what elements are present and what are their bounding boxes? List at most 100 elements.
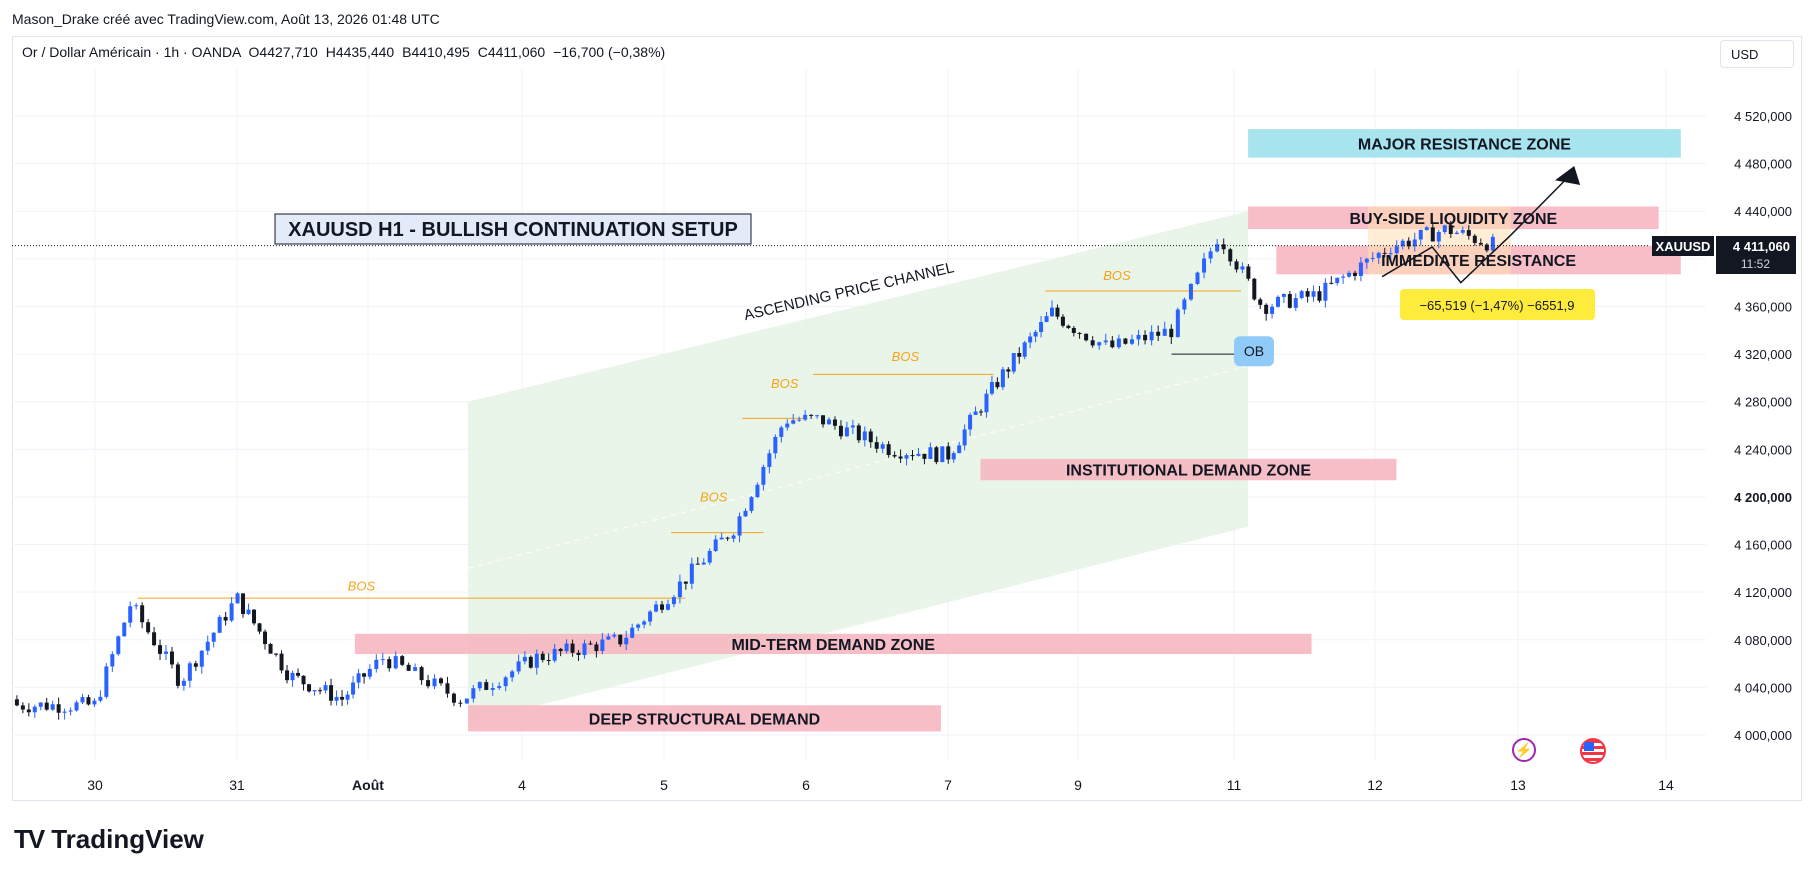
candle-body bbox=[38, 702, 43, 707]
y-tick-label: 4 160,000 bbox=[1734, 538, 1792, 553]
candle-body bbox=[1221, 244, 1226, 250]
candle-body bbox=[962, 429, 967, 446]
candle-body bbox=[868, 431, 873, 443]
candle-body bbox=[749, 497, 754, 511]
price-tag-countdown: 11:52 bbox=[1741, 257, 1770, 271]
candle-body bbox=[1039, 321, 1044, 333]
candle-body bbox=[217, 616, 222, 633]
candle-body bbox=[351, 682, 356, 695]
candle-body bbox=[458, 702, 463, 704]
x-tick-label: 12 bbox=[1367, 777, 1383, 793]
candle-body bbox=[1418, 229, 1423, 240]
candle-body bbox=[743, 510, 748, 517]
candle-body bbox=[821, 415, 826, 425]
candle-body bbox=[419, 667, 424, 681]
currency-button[interactable]: USD bbox=[1720, 40, 1794, 68]
candle-body bbox=[576, 652, 581, 656]
candle-body bbox=[1123, 338, 1128, 344]
candle-body bbox=[725, 537, 730, 539]
candle-body bbox=[104, 666, 109, 697]
candle-body bbox=[1050, 307, 1054, 317]
bos-label: BOS bbox=[771, 376, 799, 391]
candle-body bbox=[600, 639, 605, 651]
candle-body bbox=[606, 636, 611, 640]
candle-body bbox=[1370, 257, 1375, 259]
candle-body bbox=[701, 562, 706, 565]
candle-body bbox=[815, 415, 820, 417]
candle-body bbox=[892, 455, 897, 457]
candle-body bbox=[1258, 299, 1263, 305]
candle-body bbox=[832, 419, 837, 426]
candle-body bbox=[1317, 291, 1322, 301]
candle-body bbox=[1472, 235, 1477, 243]
candle-body bbox=[1215, 244, 1220, 252]
candle-body bbox=[683, 581, 688, 584]
candle-body bbox=[922, 453, 927, 459]
candle-body bbox=[1490, 236, 1495, 251]
candle-body bbox=[850, 425, 855, 428]
candle-body bbox=[510, 671, 515, 678]
candle-body bbox=[252, 609, 257, 624]
candle-body bbox=[636, 624, 641, 628]
low-value: B4410,495 bbox=[402, 44, 470, 60]
ob-box bbox=[1234, 336, 1274, 367]
candle-body bbox=[356, 673, 361, 683]
x-tick-label: 11 bbox=[1227, 777, 1242, 793]
candle-body bbox=[528, 656, 533, 668]
open-value: O4427,710 bbox=[248, 44, 318, 60]
candle-body bbox=[1305, 291, 1310, 297]
candle-body bbox=[803, 414, 808, 420]
candle-body bbox=[785, 423, 790, 428]
candle-body bbox=[1060, 316, 1065, 326]
candle-body bbox=[968, 414, 973, 430]
candle-body bbox=[989, 382, 994, 394]
candle-body bbox=[1011, 353, 1016, 372]
candle-body bbox=[1116, 338, 1121, 348]
us-flag-icon[interactable] bbox=[1580, 738, 1606, 764]
y-tick-label: 4 200,000 bbox=[1734, 490, 1792, 505]
candle-body bbox=[880, 444, 885, 449]
candle-body bbox=[193, 663, 198, 667]
candle-body bbox=[62, 711, 67, 713]
candle-body bbox=[1358, 262, 1363, 276]
candle-body bbox=[1055, 307, 1060, 317]
price-tag-value: 4 411,060 bbox=[1733, 239, 1790, 254]
zone-label: MID-TERM DEMAND ZONE bbox=[731, 637, 935, 654]
candle-body bbox=[26, 709, 31, 713]
zone-rect bbox=[1248, 129, 1681, 158]
candle-body bbox=[827, 419, 832, 425]
candle-body bbox=[1293, 298, 1298, 308]
candle-body bbox=[1311, 291, 1316, 297]
candle-body bbox=[951, 453, 956, 460]
x-tick-label: 13 bbox=[1510, 777, 1526, 793]
candle-body bbox=[1264, 304, 1269, 314]
candle-body bbox=[1097, 342, 1102, 346]
candle-body bbox=[1066, 325, 1071, 328]
candle-body bbox=[665, 604, 670, 610]
candle-body bbox=[110, 654, 115, 667]
candle-body bbox=[164, 651, 168, 654]
measure-box bbox=[1400, 289, 1595, 320]
candle-body bbox=[374, 659, 379, 669]
bos-label: BOS bbox=[700, 489, 728, 504]
candle-body bbox=[1347, 272, 1352, 277]
candle-body bbox=[540, 653, 545, 660]
candle-body bbox=[904, 455, 909, 459]
candle-body bbox=[844, 427, 849, 437]
y-tick-label: 4 040,000 bbox=[1734, 680, 1792, 695]
candle-body bbox=[1323, 282, 1328, 301]
candle-body bbox=[367, 668, 372, 677]
candle-body bbox=[1169, 328, 1174, 338]
candle-body bbox=[334, 696, 339, 701]
candle-body bbox=[809, 414, 814, 416]
candle-body bbox=[438, 678, 443, 684]
tradingview-logo-icon: TV bbox=[14, 824, 45, 854]
lightning-bolt-icon[interactable]: ⚡ bbox=[1512, 738, 1536, 762]
chart-frame bbox=[12, 36, 1802, 801]
candle-body bbox=[1006, 369, 1011, 372]
candle-body bbox=[984, 393, 989, 413]
candle-body bbox=[1208, 251, 1213, 259]
symbol-tag-bg bbox=[1652, 236, 1714, 256]
candle-body bbox=[199, 650, 204, 667]
